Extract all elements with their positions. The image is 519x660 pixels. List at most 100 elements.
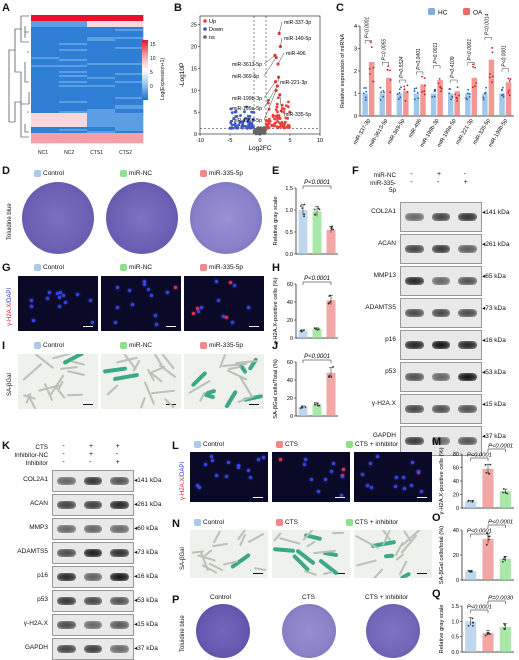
nucleus-dot [237,464,240,468]
heatmap-cell [115,59,144,62]
tick-label: 1 [354,92,357,98]
mirna-label: miR-199a-5p [232,106,262,112]
p-value-label: P<0.0001 [304,180,330,186]
data-point [431,96,434,98]
blot-band [458,405,477,413]
heatmap-cell [31,107,60,110]
volcano-point [246,119,250,123]
data-point [304,406,307,408]
blot-condition-label: CTS [35,444,48,451]
mirna-label: miR-221-3p [280,80,307,86]
volcano-point [276,126,280,130]
heatmap-cell [31,19,60,22]
data-point [454,93,457,96]
legend-groupscts-l: Control CTS CTS + inhibitor [186,441,426,451]
blot-band [83,597,103,605]
volcano-point [250,110,254,114]
bar-chart-j: 0 20 40 60 SA-βGal cells/Total (%) P<0.0001 [273,354,338,420]
heatmap-cell [31,37,60,40]
data-point [303,203,306,206]
heatmap-cell [31,99,60,102]
data-point [365,90,368,93]
heatmap-cell [115,139,144,142]
blot-condition-sign: - [62,443,65,450]
bar [465,571,477,580]
volcano-point [283,120,287,124]
heatmap-cell [87,109,116,112]
blot-lane-box [400,202,482,232]
heatmap-cell [115,129,144,132]
tick-label: 0.0 [285,252,293,258]
dish-image [282,604,336,658]
nucleus-dot [127,289,131,293]
blot-condition-label: Inhibitor [25,460,48,467]
volcano-point [248,126,252,130]
blot-band [431,405,451,413]
nucleus-dot [339,493,343,497]
blot-condition-sign: - [89,459,92,466]
bar-hc [430,93,437,116]
heatmap-cell [31,85,60,88]
blot-lane-box [52,470,134,492]
heatmap-cell [59,45,88,48]
p-value-label: P<0.0001 [467,453,492,459]
heatmap-cell [115,123,144,126]
data-point [423,93,426,96]
heatmap-cell [115,53,144,56]
data-point [502,558,505,561]
heatmap-cell [31,35,60,38]
nucleus-dot [154,323,158,327]
heatmap-cell [59,25,88,28]
legend-label: OA [473,10,483,17]
side-label-h2ax: γ-H2A.X/DAPI [7,287,13,326]
axis-label: -Log10P [179,63,186,88]
panel-label-o: O [432,512,441,524]
panel-label-k: K [2,440,10,452]
nucleus-dot [56,291,60,295]
volcano-point [280,123,283,127]
cell-shape [102,366,128,374]
blot-kda-label: ◂141 kDa [134,477,162,484]
data-point [508,94,511,97]
data-point [303,213,306,216]
heatmap-sample-labels: NC1 NC2 CTS1 CTS2 [30,150,140,156]
data-point [314,213,316,216]
dish-image [366,604,420,658]
blot-lane-box [52,542,134,564]
data-point [486,632,489,634]
volcano-point [278,93,282,97]
data-point [467,92,469,95]
mirna-label: miR-199b-3p [232,96,262,102]
data-point [318,208,321,211]
p-value-label: P=0.0014 [484,13,490,35]
p-value-label: P<0.0001 [501,45,507,67]
significance-bracket [399,79,407,83]
p-value-label: P<0.0001 [488,520,513,526]
heatmap-cell [87,121,116,124]
heatmap-cell [115,99,144,102]
heatmap-cell [87,141,116,144]
heatmap-cell [115,71,144,74]
axis-label: Relative gray scale [439,605,445,654]
volcano-point [267,117,271,121]
colorbar [142,40,148,100]
nucleus-dot [419,489,423,493]
heatmap-cell [115,79,144,82]
side-label-sabgal: SA-βGal [180,547,186,570]
p-value-label: P=0.5524 [399,56,405,78]
blot-kda-label: ◂53 kDa [482,369,506,376]
sample-label: NC1 [38,150,49,156]
nucleus-dot [30,298,34,302]
heatmap-cell [87,25,116,28]
data-point [368,68,371,70]
bar-oa [386,77,392,116]
cell-shape [372,568,384,578]
heatmap-cell [59,123,88,126]
tick-label: 1.0 [285,208,293,214]
dish-title: Control [210,594,231,601]
blot-band [431,373,451,381]
nucleus-dot [323,478,327,481]
heatmap-cell [31,33,60,36]
nucleus-dot [316,489,320,493]
nucleus-dot [394,485,398,489]
